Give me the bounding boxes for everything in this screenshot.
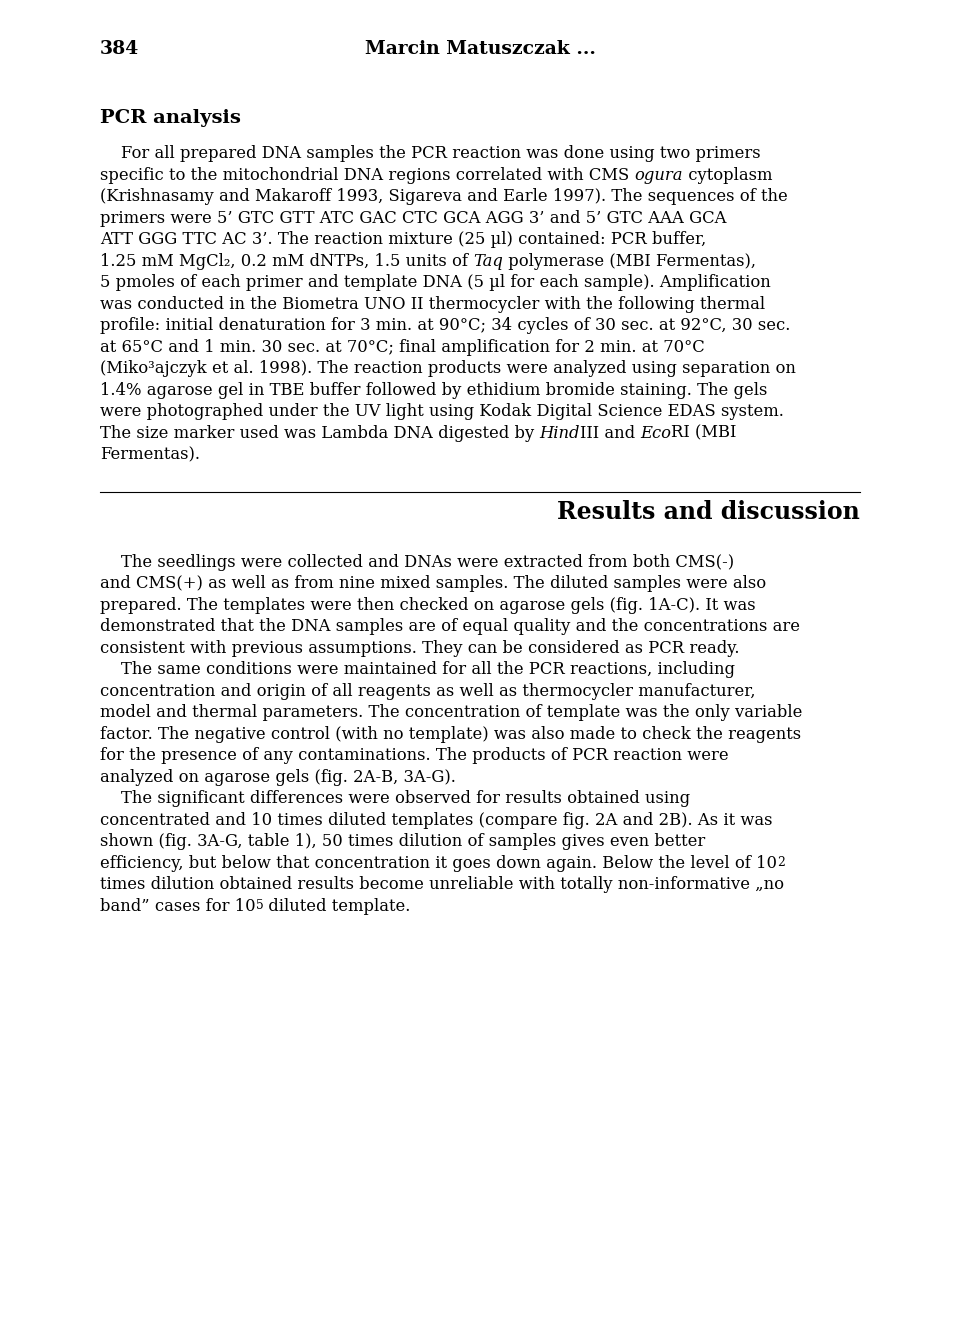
Text: 5 pmoles of each primer and template DNA (5 µl for each sample). Amplification: 5 pmoles of each primer and template DNA… <box>100 275 771 291</box>
Text: 1.25 mM MgCl₂, 0.2 mM dNTPs, 1.5 units of: 1.25 mM MgCl₂, 0.2 mM dNTPs, 1.5 units o… <box>100 253 473 270</box>
Text: 2: 2 <box>777 856 785 869</box>
Text: PCR analysis: PCR analysis <box>100 109 241 127</box>
Text: RI (MBI: RI (MBI <box>671 425 736 441</box>
Text: concentrated and 10 times diluted templates (compare fig. 2A and 2B). As it was: concentrated and 10 times diluted templa… <box>100 811 773 829</box>
Text: 384: 384 <box>100 40 139 58</box>
Text: 5: 5 <box>255 898 263 912</box>
Text: The seedlings were collected and DNAs were extracted from both CMS(-): The seedlings were collected and DNAs we… <box>100 554 734 571</box>
Text: The size marker used was Lambda DNA digested by: The size marker used was Lambda DNA dige… <box>100 425 540 441</box>
Text: times dilution obtained results become unreliable with totally non-informative „: times dilution obtained results become u… <box>100 877 784 893</box>
Text: primers were 5’ GTC GTT ATC GAC CTC GCA AGG 3’ and 5’ GTC AAA GCA: primers were 5’ GTC GTT ATC GAC CTC GCA … <box>100 209 727 227</box>
Text: model and thermal parameters. The concentration of template was the only variabl: model and thermal parameters. The concen… <box>100 704 803 721</box>
Text: Hind: Hind <box>540 425 580 441</box>
Text: prepared. The templates were then checked on agarose gels (fig. 1A-C). It was: prepared. The templates were then checke… <box>100 597 756 614</box>
Text: polymerase (MBI Fermentas),: polymerase (MBI Fermentas), <box>503 253 756 270</box>
Text: profile: initial denaturation for 3 min. at 90°C; 34 cycles of 30 sec. at 92°C, : profile: initial denaturation for 3 min.… <box>100 318 790 334</box>
Text: efficiency, but below that concentration it goes down again. Below the level of : efficiency, but below that concentration… <box>100 854 777 872</box>
Text: and CMS(+) as well as from nine mixed samples. The diluted samples were also: and CMS(+) as well as from nine mixed sa… <box>100 575 766 593</box>
Text: consistent with previous assumptions. They can be considered as PCR ready.: consistent with previous assumptions. Th… <box>100 640 739 657</box>
Text: (Miko³ajczyk et al. 1998). The reaction products were analyzed using separation : (Miko³ajczyk et al. 1998). The reaction … <box>100 361 796 377</box>
Text: were photographed under the UV light using Kodak Digital Science EDAS system.: were photographed under the UV light usi… <box>100 404 784 420</box>
Text: Fermentas).: Fermentas). <box>100 447 200 464</box>
Text: 1.4% agarose gel in TBE buffer followed by ethidium bromide staining. The gels: 1.4% agarose gel in TBE buffer followed … <box>100 382 767 398</box>
Text: was conducted in the Biometra UNO II thermocycler with the following thermal: was conducted in the Biometra UNO II the… <box>100 296 765 312</box>
Text: (Krishnasamy and Makaroff 1993, Sigareva and Earle 1997). The sequences of the: (Krishnasamy and Makaroff 1993, Sigareva… <box>100 188 788 205</box>
Text: specific to the mitochondrial DNA regions correlated with CMS: specific to the mitochondrial DNA region… <box>100 166 635 184</box>
Text: Taq: Taq <box>473 253 503 270</box>
Text: Results and discussion: Results and discussion <box>557 500 860 524</box>
Text: factor. The negative control (with no template) was also made to check the reage: factor. The negative control (with no te… <box>100 725 802 743</box>
Text: shown (fig. 3A-G, table 1), 50 times dilution of samples gives even better: shown (fig. 3A-G, table 1), 50 times dil… <box>100 833 706 850</box>
Text: at 65°C and 1 min. 30 sec. at 70°C; final amplification for 2 min. at 70°C: at 65°C and 1 min. 30 sec. at 70°C; fina… <box>100 339 705 355</box>
Text: cytoplasm: cytoplasm <box>683 166 773 184</box>
Text: demonstrated that the DNA samples are of equal quality and the concentrations ar: demonstrated that the DNA samples are of… <box>100 618 800 636</box>
Text: analyzed on agarose gels (fig. 2A-B, 3A-G).: analyzed on agarose gels (fig. 2A-B, 3A-… <box>100 768 456 786</box>
Text: ATT GGG TTC AC 3’. The reaction mixture (25 µl) contained: PCR buffer,: ATT GGG TTC AC 3’. The reaction mixture … <box>100 232 707 248</box>
Text: The same conditions were maintained for all the PCR reactions, including: The same conditions were maintained for … <box>100 661 735 679</box>
Text: for the presence of any contaminations. The products of PCR reaction were: for the presence of any contaminations. … <box>100 747 729 764</box>
Text: Eco: Eco <box>640 425 671 441</box>
Text: Marcin Matuszczak ...: Marcin Matuszczak ... <box>365 40 595 58</box>
Text: diluted template.: diluted template. <box>263 898 411 915</box>
Text: concentration and origin of all reagents as well as thermocycler manufacturer,: concentration and origin of all reagents… <box>100 683 756 700</box>
Text: The significant differences were observed for results obtained using: The significant differences were observe… <box>100 790 690 807</box>
Text: III and: III and <box>580 425 640 441</box>
Text: band” cases for 10: band” cases for 10 <box>100 898 255 915</box>
Text: For all prepared DNA samples the PCR reaction was done using two primers: For all prepared DNA samples the PCR rea… <box>100 145 760 162</box>
Text: ogura: ogura <box>635 166 683 184</box>
